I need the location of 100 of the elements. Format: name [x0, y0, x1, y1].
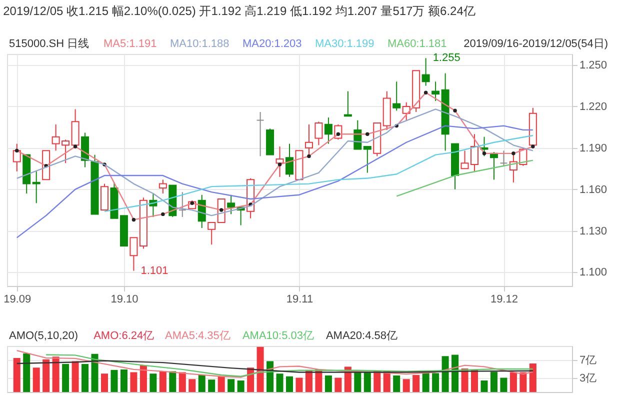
candlestick: [354, 120, 362, 150]
bar: [140, 365, 147, 392]
y-tick-label: 1.220: [580, 100, 608, 113]
bar: [110, 370, 118, 392]
point: [278, 162, 282, 166]
candlestick: [256, 112, 264, 157]
candlestick: [158, 179, 167, 194]
line-series: [45, 354, 534, 377]
point: [482, 152, 486, 156]
candlestick: [81, 132, 90, 168]
candlestick: [286, 143, 294, 178]
bar: [120, 369, 128, 392]
text: MA5:1.191: [104, 38, 157, 50]
text: MA30:1.199: [314, 38, 374, 50]
chart-title: AMO(5,10,20): [9, 330, 78, 342]
text: MA20:1.203: [242, 38, 302, 50]
bar: [72, 361, 79, 392]
point: [161, 212, 165, 216]
bar: [354, 372, 362, 392]
y-tick-label: 3亿: [580, 372, 597, 385]
point: [424, 90, 428, 95]
bar: [402, 379, 410, 392]
series-label: AMO:6.24亿: [94, 330, 154, 342]
candlestick: [130, 237, 138, 272]
bar: [150, 374, 157, 392]
bar: [198, 374, 206, 392]
bar: [432, 373, 440, 392]
bar: [178, 372, 186, 392]
candlestick: [432, 81, 440, 102]
x-tick-label: 19.12: [490, 294, 518, 306]
bar: [412, 374, 420, 392]
bar: [91, 354, 98, 392]
bar: [286, 376, 293, 392]
candlestick: [363, 146, 372, 174]
point: [219, 208, 224, 212]
text: MA60:1.181: [387, 38, 447, 50]
bar: [32, 368, 40, 392]
candlestick: [178, 192, 186, 218]
text: AMA10:5.03亿: [242, 330, 314, 342]
point: [73, 144, 78, 148]
candlestick: [324, 117, 332, 144]
bar: [82, 364, 89, 392]
bar: [442, 356, 449, 392]
bar: [208, 380, 216, 392]
candlestick: [314, 121, 323, 146]
bar: [422, 372, 430, 392]
chart-subtitle: 515000.SH 日线: [9, 37, 90, 50]
candlestick: [480, 136, 488, 157]
bar: [13, 358, 20, 392]
y-tick-label: 1.250: [580, 60, 608, 72]
bar: [101, 374, 108, 392]
bar: [218, 376, 225, 392]
candlestick: [392, 81, 401, 112]
line-series: [396, 160, 534, 197]
bar: [23, 353, 30, 392]
bar: [256, 346, 264, 392]
candlestick: [304, 124, 313, 157]
bar: [237, 380, 244, 392]
point: [531, 144, 535, 148]
line-series: [16, 350, 534, 378]
bar: [159, 371, 166, 392]
text: AMA5:4.35亿: [165, 330, 230, 342]
x-tick-label: 19.10: [110, 294, 138, 306]
annotation: 1.101: [140, 264, 168, 277]
line-series: [16, 108, 534, 216]
bar: [510, 372, 517, 392]
line-series: [16, 360, 534, 373]
candlestick: [422, 58, 430, 86]
candlestick: [32, 170, 40, 204]
text: MA10:1.188: [170, 38, 230, 50]
bar: [490, 372, 498, 392]
candlestick: [100, 183, 108, 211]
bar: [296, 378, 303, 392]
bar: [52, 356, 60, 392]
chart-title: 2019/12/05 收1.215 幅2.10%(0.025) 开1.192 高1.219 低1.192 均1.207 量517万 额6.24亿: [3, 4, 476, 18]
bar: [324, 375, 332, 392]
point: [307, 154, 311, 158]
candlestick: [276, 146, 284, 178]
point: [366, 132, 370, 136]
bar: [520, 372, 527, 392]
bar: [529, 363, 536, 392]
text: 2019/09/16-2019/12/05(54日): [464, 38, 608, 50]
candlestick: [227, 194, 236, 215]
bar: [62, 364, 70, 392]
text: AMA20:4.58亿: [326, 330, 398, 342]
point: [512, 152, 516, 156]
bar: [364, 372, 371, 392]
bar: [334, 378, 342, 392]
candlestick: [500, 150, 508, 166]
bar: [130, 372, 138, 392]
y-tick-label: 1.100: [580, 266, 608, 279]
bar: [42, 359, 50, 392]
x-tick-label: 19.09: [4, 294, 32, 306]
x-tick-label: 19.11: [286, 294, 314, 306]
point: [453, 108, 457, 112]
bar: [393, 375, 400, 392]
bar: [169, 371, 176, 392]
candlestick: [208, 222, 216, 246]
bar: [500, 378, 508, 392]
bar: [276, 374, 284, 392]
